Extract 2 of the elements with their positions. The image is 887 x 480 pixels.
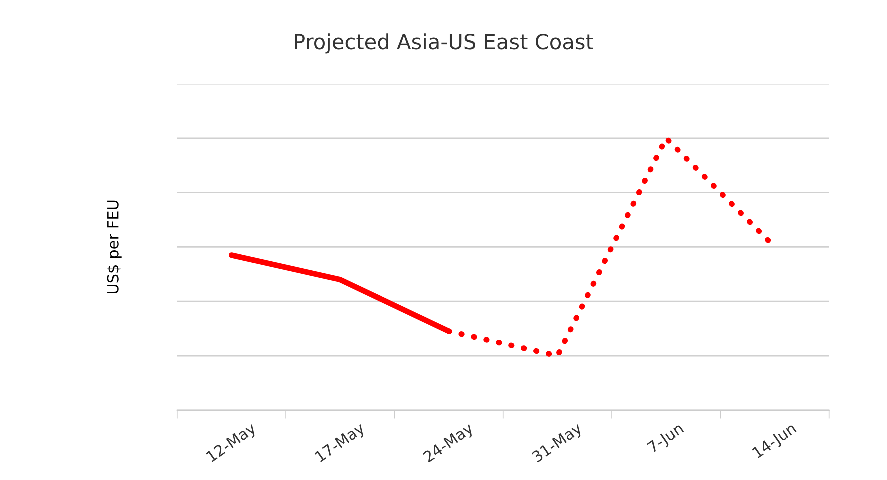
chart-title: Projected Asia-US East Coast xyxy=(295,34,594,54)
y-axis-title: US$ per FEU xyxy=(107,200,122,294)
